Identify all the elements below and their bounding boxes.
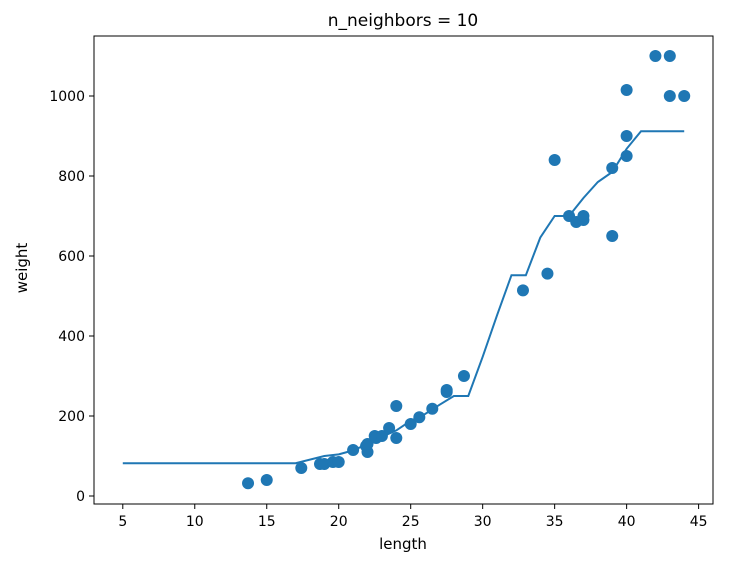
data-point xyxy=(295,462,308,474)
x-tick-label: 20 xyxy=(330,514,348,530)
data-point xyxy=(620,150,633,162)
x-tick-label: 15 xyxy=(258,514,276,530)
data-point xyxy=(663,50,676,62)
data-point xyxy=(361,438,374,450)
data-point xyxy=(620,130,633,142)
data-point xyxy=(375,430,388,442)
data-point xyxy=(457,370,470,382)
y-tick-label: 800 xyxy=(58,169,85,185)
data-point xyxy=(577,210,590,222)
data-point xyxy=(606,162,619,174)
data-point xyxy=(390,400,403,412)
x-tick-label: 25 xyxy=(402,514,420,530)
data-point xyxy=(606,230,619,242)
y-tick-label: 600 xyxy=(58,249,85,265)
y-tick-label: 400 xyxy=(58,329,85,345)
data-point xyxy=(260,474,273,486)
x-axis-label: length xyxy=(379,535,427,553)
data-point xyxy=(678,90,691,102)
scatter-points xyxy=(242,50,691,490)
x-tick-label: 30 xyxy=(474,514,492,530)
data-point xyxy=(541,267,554,280)
data-point xyxy=(404,418,417,430)
x-tick-label: 45 xyxy=(690,514,708,530)
data-point xyxy=(548,154,561,166)
chart-title: n_neighbors = 10 xyxy=(328,11,479,31)
y-axis-ticks: 0 200 400 600 800 1000 xyxy=(49,89,94,505)
x-tick-label: 35 xyxy=(546,514,564,530)
data-point xyxy=(620,84,633,96)
data-point xyxy=(649,50,662,62)
x-axis-ticks: 5 10 15 20 25 30 35 40 45 xyxy=(118,504,708,530)
x-tick-label: 40 xyxy=(618,514,636,530)
data-point xyxy=(413,411,426,424)
data-point xyxy=(332,456,345,468)
data-point xyxy=(390,432,403,444)
plot-area xyxy=(93,35,714,505)
y-tick-label: 200 xyxy=(58,409,85,425)
data-point xyxy=(516,284,529,297)
data-point xyxy=(383,422,396,434)
data-point xyxy=(663,90,676,102)
y-tick-label: 0 xyxy=(76,489,85,505)
axes-frame xyxy=(93,35,714,505)
x-tick-label: 5 xyxy=(118,514,127,530)
data-point xyxy=(242,477,255,490)
x-tick-label: 10 xyxy=(186,514,204,530)
data-point xyxy=(440,384,453,396)
y-axis-label: weight xyxy=(13,243,31,294)
data-point xyxy=(347,444,360,456)
data-point xyxy=(426,402,439,415)
y-tick-label: 1000 xyxy=(49,89,85,105)
